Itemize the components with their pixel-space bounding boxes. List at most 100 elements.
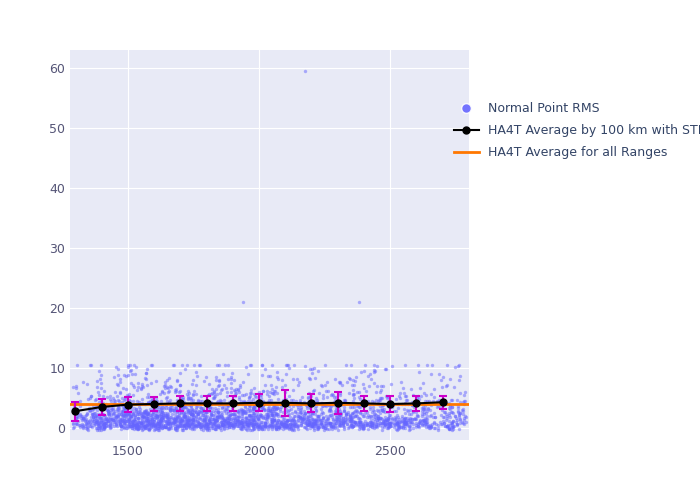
Point xyxy=(153,416,164,424)
Point xyxy=(136,411,147,419)
Point xyxy=(351,408,363,416)
Point xyxy=(122,410,133,418)
Point xyxy=(284,410,295,418)
Point xyxy=(161,384,172,392)
Point xyxy=(327,410,338,418)
Point xyxy=(335,409,346,417)
Point xyxy=(414,423,425,431)
Point xyxy=(248,406,259,413)
Point xyxy=(71,408,82,416)
Point xyxy=(414,417,425,425)
Point xyxy=(181,417,192,425)
Point xyxy=(74,410,85,418)
Point xyxy=(94,422,106,430)
Point xyxy=(252,406,263,413)
Point xyxy=(87,414,98,422)
Point xyxy=(118,404,130,412)
Point xyxy=(255,422,266,430)
Point xyxy=(346,423,358,431)
Point xyxy=(229,398,240,406)
Point xyxy=(281,420,292,428)
Point xyxy=(302,425,313,433)
Point xyxy=(210,406,221,414)
Point xyxy=(111,410,122,418)
Point xyxy=(278,414,289,422)
Point xyxy=(174,418,185,426)
Point xyxy=(432,421,443,429)
Point xyxy=(214,414,225,422)
Point xyxy=(303,412,314,420)
Point xyxy=(174,397,185,405)
Point xyxy=(436,406,447,414)
Point xyxy=(192,418,203,426)
Point xyxy=(347,400,358,408)
Point xyxy=(321,425,332,433)
Point xyxy=(162,419,174,427)
Point xyxy=(162,384,174,392)
Point xyxy=(84,419,95,427)
Point xyxy=(302,417,313,425)
Point xyxy=(295,406,306,414)
Point xyxy=(231,416,242,424)
Point xyxy=(258,404,269,412)
Point xyxy=(190,420,201,428)
Point xyxy=(188,416,199,424)
Point xyxy=(237,422,248,430)
Point xyxy=(225,384,237,392)
Point xyxy=(312,424,323,432)
Point xyxy=(248,402,260,410)
Point xyxy=(153,419,164,427)
Point xyxy=(247,406,258,413)
Point xyxy=(221,419,232,427)
Point xyxy=(155,408,167,416)
Point xyxy=(115,376,126,384)
Point xyxy=(159,424,170,432)
Point xyxy=(254,392,265,400)
Point xyxy=(311,398,322,406)
Point xyxy=(77,414,88,422)
Point xyxy=(105,420,116,428)
Point xyxy=(149,422,160,430)
Point xyxy=(209,420,220,428)
Point xyxy=(161,409,172,417)
Point xyxy=(295,421,307,429)
Point xyxy=(406,400,417,408)
Point xyxy=(330,412,341,420)
Point xyxy=(164,374,175,382)
Point xyxy=(142,400,153,407)
Point xyxy=(454,388,466,396)
Point xyxy=(313,424,324,432)
Point xyxy=(72,410,83,418)
Point xyxy=(218,370,229,378)
Point xyxy=(165,419,176,427)
Point xyxy=(406,418,417,426)
Point xyxy=(336,381,347,389)
Point xyxy=(402,396,413,404)
Point xyxy=(182,418,193,426)
Point xyxy=(284,424,295,432)
Point xyxy=(368,403,379,411)
Point xyxy=(174,396,186,404)
Point xyxy=(428,393,440,401)
Point xyxy=(458,392,469,400)
Point xyxy=(226,422,237,430)
Point xyxy=(112,408,123,416)
Point xyxy=(309,364,320,372)
Point xyxy=(281,422,292,430)
Point xyxy=(104,418,116,426)
Point xyxy=(238,422,249,430)
Point xyxy=(146,420,157,428)
Point xyxy=(211,361,223,369)
Point xyxy=(338,407,349,415)
Point xyxy=(109,412,120,420)
Point xyxy=(81,410,92,418)
Point xyxy=(270,406,281,413)
Point xyxy=(158,415,169,423)
Point xyxy=(284,406,295,414)
Point xyxy=(210,425,221,433)
Point xyxy=(319,424,330,432)
Point xyxy=(304,374,315,382)
Point xyxy=(349,419,360,427)
Point xyxy=(140,406,151,414)
Point xyxy=(144,419,155,427)
